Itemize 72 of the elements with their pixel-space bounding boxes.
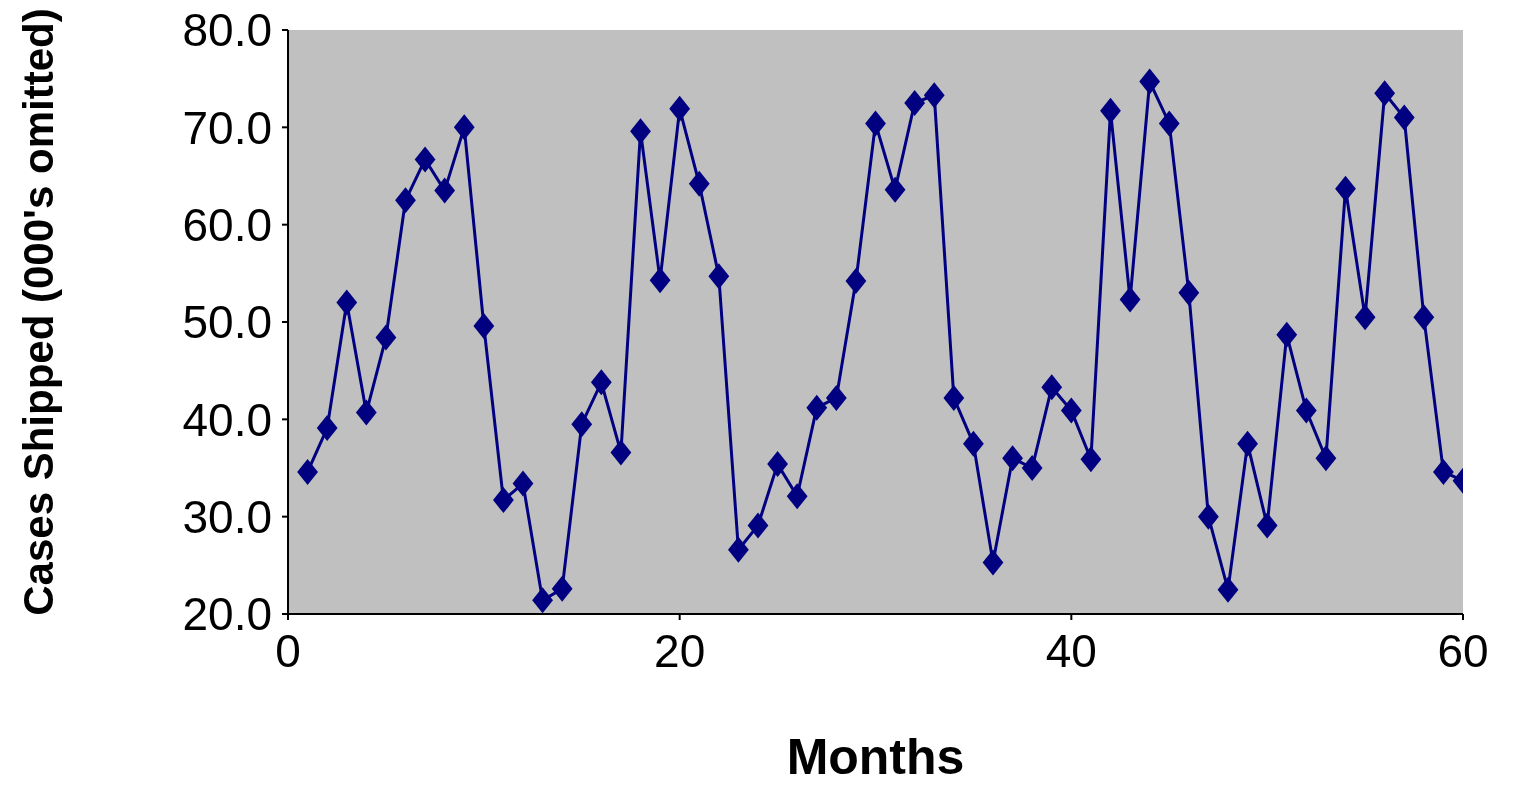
point	[571, 411, 593, 438]
point	[1178, 279, 1200, 306]
point	[610, 439, 632, 466]
point	[825, 384, 847, 411]
y-tick-label: 80.0	[182, 4, 272, 57]
point	[434, 177, 456, 204]
x-tick-label: 20	[654, 624, 706, 677]
point	[806, 394, 828, 421]
point	[473, 312, 495, 339]
point	[865, 110, 886, 137]
point	[943, 384, 965, 411]
point	[355, 399, 377, 426]
point	[786, 483, 808, 510]
point	[767, 451, 788, 478]
point	[512, 470, 534, 497]
point	[1080, 446, 1102, 473]
point	[297, 458, 318, 485]
point	[649, 267, 671, 294]
point	[1002, 445, 1023, 472]
y-tick-label: 70.0	[182, 101, 272, 154]
x-tick-label: 0	[275, 624, 301, 677]
point	[395, 187, 416, 214]
point	[1100, 97, 1121, 124]
point	[1237, 430, 1258, 457]
x-axis-title: Months	[786, 729, 965, 785]
y-tick-label: 60.0	[182, 199, 272, 251]
point	[1335, 175, 1356, 202]
point	[453, 114, 475, 141]
point	[1217, 576, 1239, 603]
point	[1315, 445, 1337, 472]
point	[747, 512, 769, 539]
y-axis-title: Cases Shipped (000's omitted)	[14, 8, 62, 616]
y-tick-label: 50.0	[182, 296, 272, 349]
point	[1119, 286, 1141, 313]
point	[845, 268, 867, 295]
point	[963, 430, 984, 457]
point	[1158, 110, 1180, 137]
point	[923, 82, 945, 109]
x-tick-label: 40	[1045, 624, 1097, 677]
point	[551, 575, 573, 602]
point	[1139, 68, 1161, 95]
point	[590, 369, 612, 396]
point	[1276, 321, 1298, 348]
point	[1060, 397, 1082, 424]
point	[1393, 104, 1415, 131]
point	[1374, 80, 1396, 107]
y-tick-label: 40.0	[182, 393, 272, 446]
point	[336, 289, 358, 316]
point	[493, 487, 514, 514]
point	[904, 90, 926, 116]
point	[1256, 512, 1278, 539]
point	[1041, 374, 1063, 401]
y-tick-label: 30.0	[182, 491, 272, 543]
point	[1433, 458, 1454, 485]
point	[669, 95, 691, 122]
point	[532, 587, 553, 614]
point	[1295, 397, 1317, 424]
point	[688, 170, 710, 197]
point	[414, 146, 436, 173]
point	[316, 415, 338, 442]
point	[884, 176, 906, 203]
point	[708, 263, 730, 290]
point	[1198, 503, 1219, 530]
point	[375, 324, 397, 351]
y-tick-label: 20.0	[182, 588, 272, 641]
point	[1413, 304, 1435, 331]
point	[982, 549, 1004, 576]
point	[630, 118, 651, 145]
point	[728, 536, 749, 563]
x-tick-label: 60	[1437, 624, 1489, 677]
point	[1354, 304, 1376, 331]
point	[1021, 455, 1043, 481]
